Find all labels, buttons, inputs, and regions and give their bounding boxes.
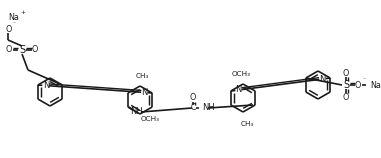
- Text: Na: Na: [8, 12, 19, 21]
- Text: C: C: [190, 103, 195, 112]
- Text: OCH₃: OCH₃: [141, 116, 160, 122]
- Text: O: O: [32, 46, 38, 55]
- Text: CH₃: CH₃: [240, 121, 254, 127]
- Text: O: O: [343, 92, 349, 101]
- Text: Na: Na: [370, 80, 381, 89]
- Text: O: O: [5, 24, 11, 33]
- Text: +: +: [20, 10, 25, 15]
- Text: O: O: [190, 94, 196, 103]
- Text: +: +: [380, 79, 381, 83]
- Text: N: N: [319, 75, 325, 84]
- Text: O: O: [6, 46, 12, 55]
- Text: NH: NH: [131, 107, 143, 116]
- Text: NH: NH: [202, 103, 215, 112]
- Text: S: S: [343, 80, 349, 90]
- Text: CH₃: CH₃: [135, 73, 149, 79]
- Text: O: O: [355, 80, 361, 89]
- Text: N: N: [43, 81, 49, 90]
- Text: N: N: [141, 88, 147, 97]
- Text: S: S: [19, 45, 25, 55]
- Text: OCH₃: OCH₃: [232, 71, 250, 77]
- Text: N: N: [235, 85, 242, 94]
- Text: O: O: [343, 69, 349, 78]
- Text: ⁻: ⁻: [362, 79, 365, 83]
- Text: ⁻: ⁻: [13, 22, 16, 27]
